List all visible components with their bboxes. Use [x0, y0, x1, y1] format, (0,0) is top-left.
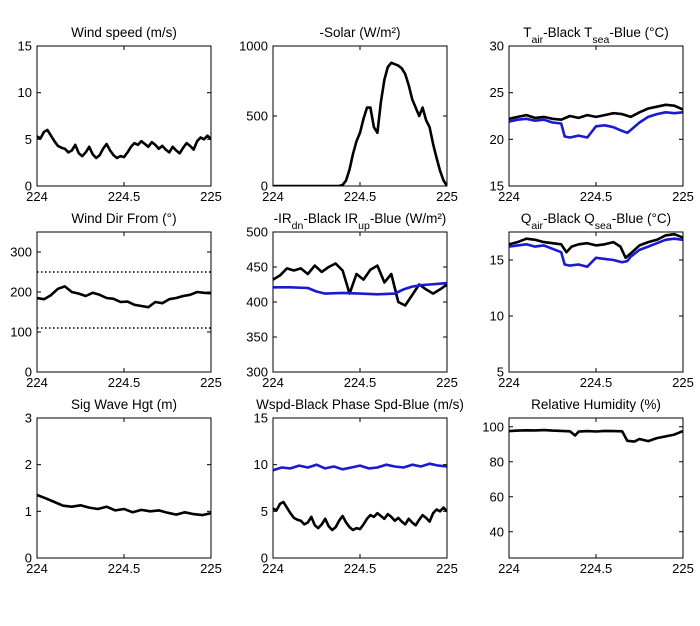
chart-title: Wind speed (m/s) — [71, 25, 177, 40]
series-line-blue — [509, 111, 683, 139]
chart-title: Wspd-Black Phase Spd-Blue (m/s) — [256, 397, 464, 412]
x-tick-label: 224.5 — [344, 561, 377, 576]
axes-box — [272, 417, 448, 559]
x-tick-label: 225 — [200, 561, 222, 576]
series-line-black — [509, 103, 683, 121]
series-line-blue — [509, 237, 683, 269]
x-tick-label: 225 — [672, 189, 694, 204]
series-line-black — [273, 500, 447, 532]
series-line-black — [273, 61, 447, 186]
axes-box — [36, 417, 212, 559]
y-tick-label: 0 — [25, 179, 32, 194]
chart-title: -IRdn-Black IRup-Blue (W/m²) — [274, 211, 447, 232]
y-tick-label: 80 — [490, 454, 504, 469]
y-tick-label: 2 — [25, 457, 32, 472]
y-tick-label: 30 — [490, 39, 504, 54]
y-tick-label: 15 — [490, 253, 504, 268]
chart-title: Tair-Black Tsea-Blue (°C) — [523, 25, 669, 46]
x-tick-label: 225 — [200, 189, 222, 204]
y-tick-label: 1000 — [239, 39, 268, 54]
y-tick-label: 500 — [246, 225, 268, 240]
y-tick-label: 1 — [25, 504, 32, 519]
x-tick-label: 224.5 — [580, 561, 613, 576]
y-tick-label: 0 — [25, 365, 32, 380]
chart-panel-4: 224 224.5 225 0 100 200 300 Wind Dir From (°) — [10, 211, 222, 390]
chart-title: -Solar (W/m²) — [320, 25, 401, 40]
chart-panel-2: 224 224.5 225 0 500 1000 -Solar (W/m²) — [239, 25, 458, 204]
y-tick-label: 400 — [246, 295, 268, 310]
x-tick-label: 224 — [26, 561, 48, 576]
axes-box — [272, 231, 448, 373]
chart-panel-3: 224 224.5 225 15 20 25 30 Tair-Black Tsea-Blue … — [490, 25, 694, 204]
x-tick-label: 224 — [262, 189, 284, 204]
y-tick-label: 0 — [261, 551, 268, 566]
chart-title: Sig Wave Hgt (m) — [71, 397, 177, 412]
y-tick-label: 0 — [261, 179, 268, 194]
series-line-black — [37, 285, 211, 309]
x-tick-label: 224 — [262, 561, 284, 576]
y-tick-label: 300 — [246, 365, 268, 380]
chart-panel-5: 224 224.5 225 300 350 400 450 500 -IRdn-Black IR… — [246, 211, 458, 390]
x-tick-label: 224.5 — [344, 375, 377, 390]
chart-panel-6: 224 224.5 225 5 10 15 Qair-Black Qsea-Blue (°C… — [490, 211, 694, 390]
x-tick-label: 224 — [498, 561, 520, 576]
y-tick-label: 5 — [25, 132, 32, 147]
y-tick-label: 10 — [254, 457, 268, 472]
series-line-black — [37, 128, 211, 160]
chart-panel-7: 224 224.5 225 0 1 2 3 Sig Wave Hgt (m) — [25, 397, 222, 576]
y-tick-label: 10 — [490, 309, 504, 324]
y-tick-label: 450 — [246, 260, 268, 275]
series-line-blue — [273, 462, 447, 472]
x-tick-label: 225 — [672, 561, 694, 576]
chart-panel-9: 224 224.5 225 40 60 80 100 Relative Humidity (%… — [482, 397, 694, 576]
series-line-black — [509, 428, 683, 443]
y-tick-label: 300 — [10, 245, 32, 260]
y-tick-label: 200 — [10, 285, 32, 300]
y-tick-label: 0 — [25, 551, 32, 566]
x-tick-label: 224.5 — [108, 189, 141, 204]
y-tick-label: 15 — [490, 179, 504, 194]
series-line-blue — [273, 281, 447, 296]
y-tick-label: 100 — [10, 325, 32, 340]
y-tick-label: 5 — [497, 365, 504, 380]
axes-box — [36, 45, 212, 187]
chart-title: Wind Dir From (°) — [71, 211, 176, 226]
axes-box — [272, 45, 448, 187]
axes-box — [508, 231, 684, 373]
y-tick-label: 15 — [254, 411, 268, 426]
y-tick-label: 100 — [482, 419, 504, 434]
y-tick-label: 15 — [18, 39, 32, 54]
x-tick-label: 224 — [26, 375, 48, 390]
y-tick-label: 500 — [246, 109, 268, 124]
y-tick-label: 20 — [490, 132, 504, 147]
x-tick-label: 224.5 — [108, 561, 141, 576]
x-tick-label: 224.5 — [344, 189, 377, 204]
y-tick-label: 10 — [18, 85, 32, 100]
x-tick-label: 224.5 — [580, 189, 613, 204]
y-tick-label: 350 — [246, 330, 268, 345]
chart-panel-1: 224 224.5 225 0 5 10 15 Wind speed (m/s) — [18, 25, 222, 204]
chart-title: Qair-Black Qsea-Blue (°C) — [521, 211, 671, 232]
x-tick-label: 225 — [200, 375, 222, 390]
chart-title: Relative Humidity (%) — [531, 397, 661, 412]
series-line-black — [509, 232, 683, 260]
x-tick-label: 225 — [672, 375, 694, 390]
x-tick-label: 224.5 — [108, 375, 141, 390]
y-tick-label: 60 — [490, 489, 504, 504]
x-tick-label: 224 — [26, 189, 48, 204]
x-tick-label: 224 — [498, 189, 520, 204]
x-tick-label: 225 — [436, 375, 458, 390]
x-tick-label: 225 — [436, 189, 458, 204]
x-tick-label: 224 — [498, 375, 520, 390]
y-tick-label: 3 — [25, 411, 32, 426]
y-tick-label: 5 — [261, 504, 268, 519]
x-tick-label: 225 — [436, 561, 458, 576]
x-tick-label: 224.5 — [580, 375, 613, 390]
y-tick-label: 40 — [490, 524, 504, 539]
y-tick-label: 25 — [490, 85, 504, 100]
series-line-black — [37, 493, 211, 517]
x-tick-label: 224 — [262, 375, 284, 390]
